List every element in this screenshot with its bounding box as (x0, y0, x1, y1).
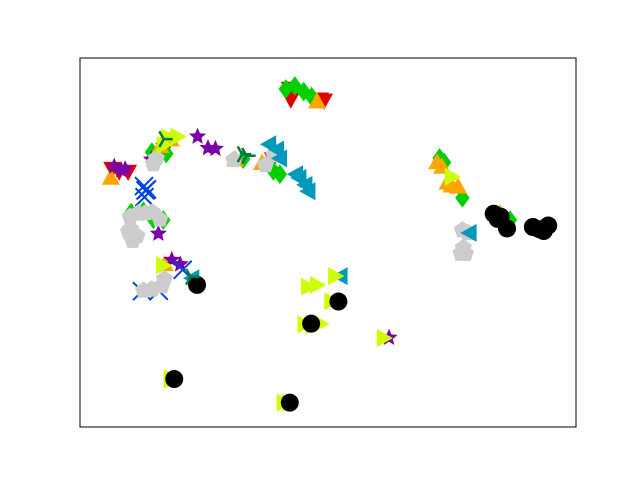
scatter-point (309, 275, 327, 294)
scatter-point (449, 177, 467, 194)
scatter-point (151, 210, 169, 227)
scatter-point (116, 160, 134, 177)
data-marks (101, 76, 558, 412)
scatter-point (147, 149, 165, 166)
scatter-point (124, 231, 142, 248)
scatter-point (236, 145, 252, 163)
scatter-point (272, 164, 288, 185)
scatter-point (460, 223, 477, 242)
scatter-point (539, 216, 558, 235)
scatter-point (376, 329, 393, 348)
scatter-point (185, 268, 200, 286)
scatter-point (308, 92, 327, 109)
scatter-point (302, 314, 321, 333)
scatter-point (165, 370, 184, 389)
scatter-point (488, 209, 507, 228)
scatter-point (189, 127, 207, 144)
scatter-point (137, 179, 157, 200)
scatter-point (299, 182, 316, 201)
scatter-point (444, 167, 461, 186)
scatter-point (156, 136, 173, 155)
scatter-point (170, 127, 187, 146)
scatter-point (206, 139, 224, 157)
scatter-point (158, 130, 173, 148)
scatter-point (134, 281, 152, 298)
scatter-point (456, 244, 474, 261)
scatter-point (101, 168, 120, 185)
scatter-point (329, 292, 348, 311)
scatter-point (280, 393, 299, 412)
scatter-point (188, 275, 207, 294)
scatter-point (301, 277, 318, 296)
plot-frame (79, 57, 577, 428)
scatter-point (225, 150, 243, 168)
scatter-point (156, 256, 173, 275)
scatter-point (328, 267, 345, 286)
scatter-point (171, 255, 189, 272)
scatter-point (270, 149, 288, 168)
scatter-point (149, 224, 167, 241)
scatter-point (134, 187, 155, 207)
scatter-point (155, 270, 173, 287)
